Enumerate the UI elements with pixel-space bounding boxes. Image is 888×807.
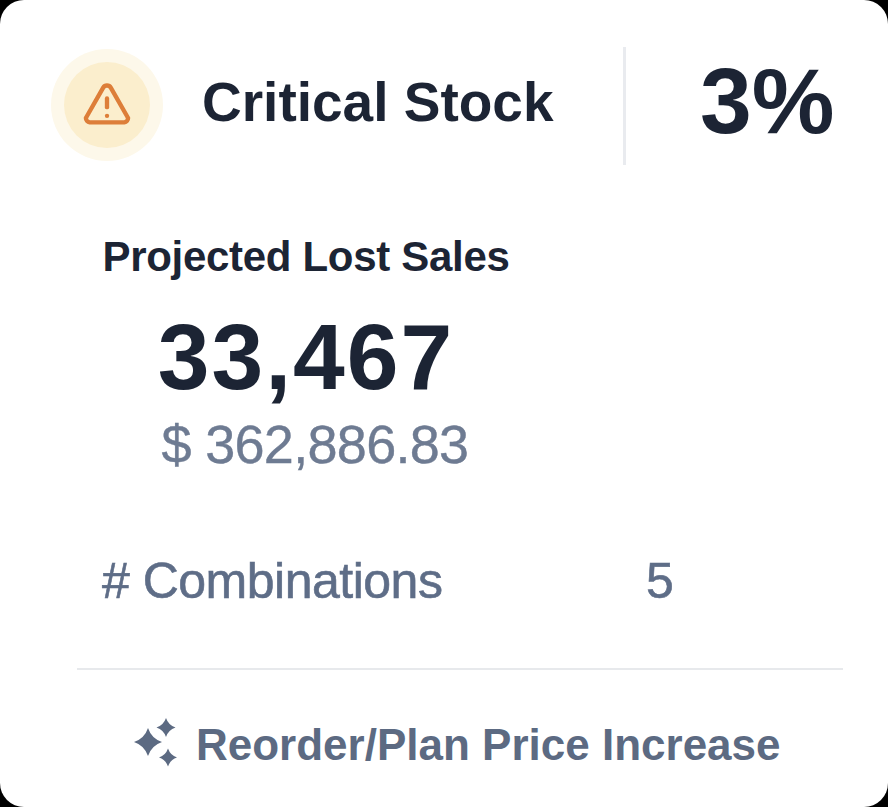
card-title: Critical Stock	[202, 75, 554, 130]
warning-badge	[51, 49, 163, 161]
footer-divider	[77, 668, 843, 670]
critical-stock-card: Critical Stock 3% Projected Lost Sales 3…	[0, 0, 888, 807]
stats-block: Projected Lost Sales 33,467 $ 362,886.83	[101, 236, 511, 471]
stats-label: Projected Lost Sales	[102, 236, 509, 278]
combinations-value: 5	[646, 556, 674, 606]
header-divider	[623, 47, 626, 165]
action-label: Reorder/Plan Price Increase	[196, 723, 781, 767]
units-value: 33,467	[158, 311, 454, 404]
combinations-label: # Combinations	[102, 556, 442, 606]
warning-badge-inner	[64, 62, 150, 148]
dollars-value: $ 362,886.83	[162, 417, 469, 471]
percentage-value: 3%	[700, 55, 834, 148]
action-button[interactable]: Reorder/Plan Price Increase	[134, 712, 781, 778]
sparkles-icon	[134, 713, 178, 767]
alert-triangle-icon	[81, 79, 133, 131]
